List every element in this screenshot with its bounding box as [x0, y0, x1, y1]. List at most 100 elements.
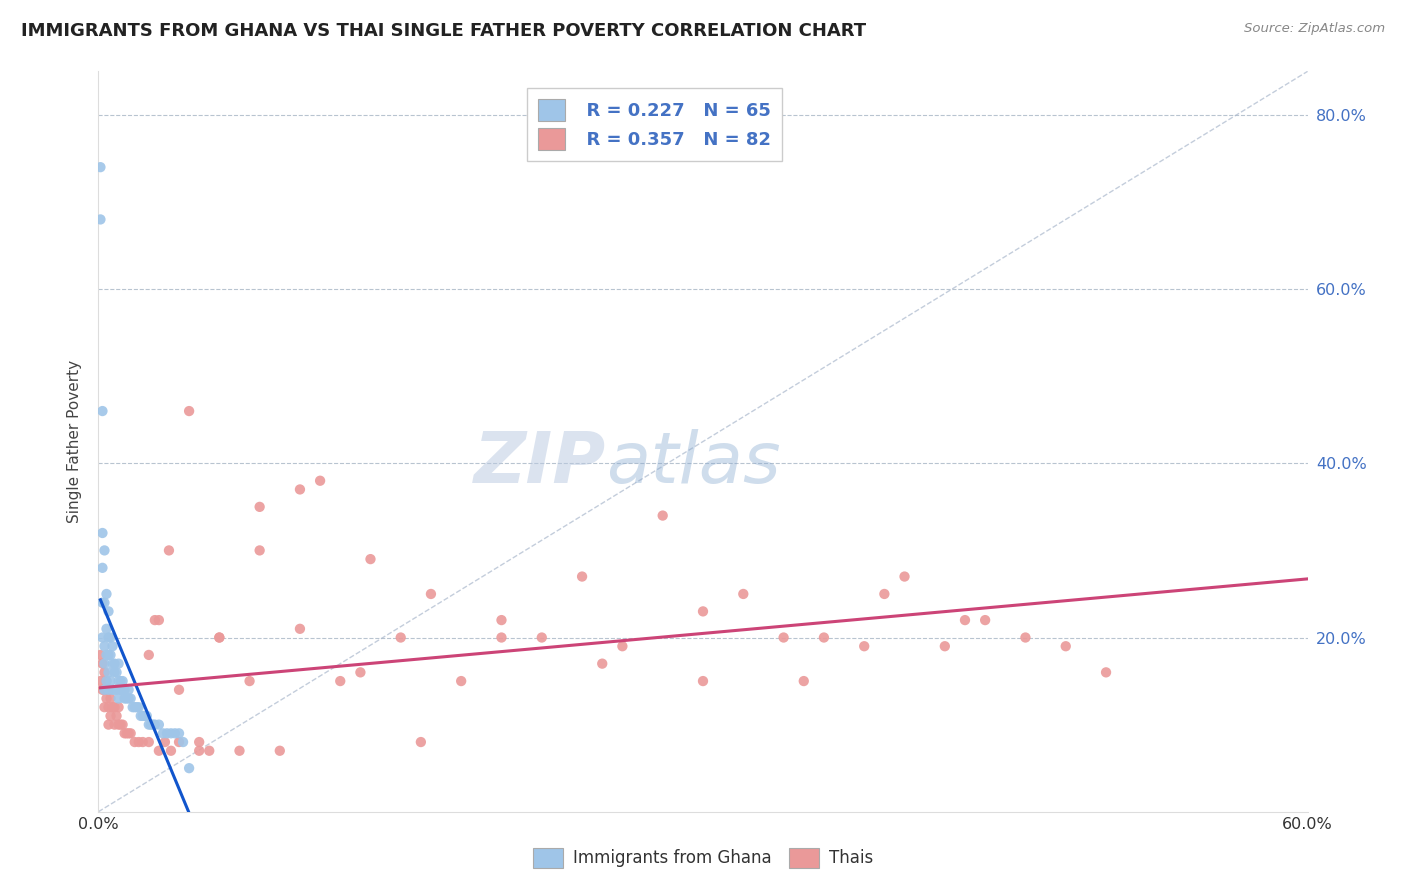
Point [89, 674, 111, 689]
Point [103, 665, 125, 680]
Point [208, 631, 231, 645]
Point [103, 682, 125, 697]
Point [97, 631, 120, 645]
Text: atlas: atlas [606, 429, 780, 499]
Point [1095, 665, 1118, 680]
Point [118, 726, 141, 740]
Point [163, 726, 186, 740]
Point [153, 735, 176, 749]
Point [179, 404, 201, 418]
Point [100, 648, 122, 662]
Point [93, 682, 115, 697]
Point [105, 682, 128, 697]
Point [115, 691, 138, 706]
Point [100, 691, 122, 706]
Point [91, 404, 114, 418]
Point [591, 657, 613, 671]
Point [107, 691, 129, 706]
Point [114, 726, 136, 740]
Point [239, 674, 262, 689]
Point [97, 700, 120, 714]
Point [612, 639, 634, 653]
Point [167, 735, 190, 749]
Point [934, 639, 956, 653]
Point [100, 709, 122, 723]
Point [733, 587, 755, 601]
Point [115, 726, 138, 740]
Point [288, 483, 311, 497]
Point [97, 682, 120, 697]
Point [172, 735, 194, 749]
Text: ZIP: ZIP [474, 429, 606, 499]
Point [97, 648, 120, 662]
Point [107, 700, 129, 714]
Point [389, 631, 412, 645]
Point [167, 682, 190, 697]
Point [89, 648, 111, 662]
Point [142, 717, 165, 731]
Point [156, 726, 179, 740]
Point [93, 639, 115, 653]
Point [118, 691, 141, 706]
Point [128, 700, 150, 714]
Point [269, 744, 291, 758]
Point [91, 596, 114, 610]
Point [249, 543, 271, 558]
Point [93, 543, 115, 558]
Point [96, 622, 118, 636]
Point [491, 613, 513, 627]
Point [134, 709, 156, 723]
Point [132, 709, 155, 723]
Point [148, 744, 170, 758]
Point [139, 717, 162, 731]
Point [97, 717, 120, 731]
Point [93, 657, 115, 671]
Point [107, 657, 129, 671]
Point [100, 674, 122, 689]
Point [91, 657, 114, 671]
Point [107, 717, 129, 731]
Text: IMMIGRANTS FROM GHANA VS THAI SINGLE FATHER POVERTY CORRELATION CHART: IMMIGRANTS FROM GHANA VS THAI SINGLE FAT… [21, 22, 866, 40]
Point [167, 726, 190, 740]
Point [129, 709, 152, 723]
Point [110, 674, 132, 689]
Point [96, 587, 118, 601]
Point [249, 500, 271, 514]
Point [96, 691, 118, 706]
Point [111, 674, 134, 689]
Point [93, 596, 115, 610]
Point [208, 631, 231, 645]
Point [100, 631, 122, 645]
Point [160, 726, 183, 740]
Point [97, 682, 120, 697]
Point [110, 682, 132, 697]
Point [103, 700, 125, 714]
Point [360, 552, 382, 566]
Point [91, 561, 114, 575]
Point [1054, 639, 1077, 653]
Point [651, 508, 673, 523]
Point [853, 639, 876, 653]
Point [91, 526, 114, 541]
Point [93, 665, 115, 680]
Point [813, 631, 835, 645]
Point [138, 717, 160, 731]
Point [91, 631, 114, 645]
Point [121, 700, 143, 714]
Point [105, 665, 128, 680]
Point [143, 613, 166, 627]
Point [188, 744, 211, 758]
Point [124, 700, 146, 714]
Point [329, 674, 352, 689]
Point [228, 744, 250, 758]
Point [120, 726, 142, 740]
Point [491, 631, 513, 645]
Point [148, 613, 170, 627]
Point [309, 474, 332, 488]
Point [135, 709, 157, 723]
Point [120, 691, 142, 706]
Point [793, 674, 815, 689]
Legend: Immigrants from Ghana, Thais: Immigrants from Ghana, Thais [527, 841, 879, 875]
Text: Source: ZipAtlas.com: Source: ZipAtlas.com [1244, 22, 1385, 36]
Point [124, 735, 146, 749]
